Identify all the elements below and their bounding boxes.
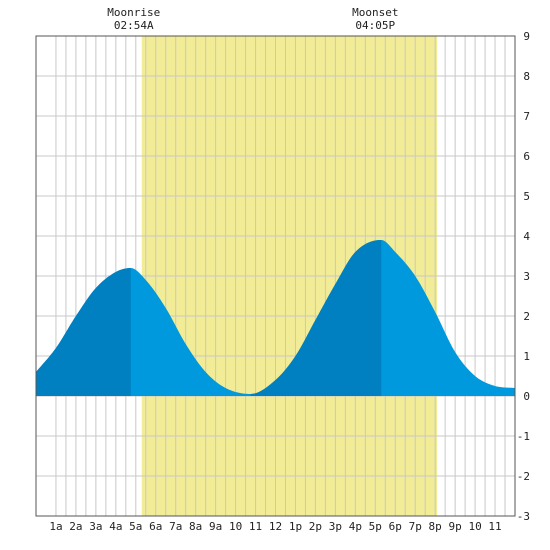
x-tick-label: 9a <box>209 520 222 533</box>
x-tick-label: 8a <box>189 520 202 533</box>
x-tick-label: 11 <box>249 520 262 533</box>
y-tick-label: -3 <box>517 510 530 523</box>
x-tick-label: 1p <box>289 520 302 533</box>
y-tick-label: 5 <box>523 190 530 203</box>
annotation-time: 02:54A <box>114 19 154 32</box>
x-tick-label: 2p <box>309 520 322 533</box>
y-tick-label: -1 <box>517 430 530 443</box>
x-tick-label: 6a <box>149 520 162 533</box>
x-tick-label: 8p <box>429 520 442 533</box>
plot-border <box>35 35 516 517</box>
x-tick-label: 9p <box>449 520 462 533</box>
x-tick-label: 10 <box>229 520 242 533</box>
y-tick-label: 8 <box>523 70 530 83</box>
plot-frame <box>35 35 516 517</box>
y-tick-labels: -3 -2 -1 0 1 2 3 4 5 6 7 8 9 <box>517 30 531 523</box>
y-tick-label: -2 <box>517 470 530 483</box>
x-tick-label: 3p <box>329 520 342 533</box>
x-tick-label: 4a <box>109 520 122 533</box>
y-tick-label: 0 <box>523 390 530 403</box>
tide-area-light <box>36 240 515 396</box>
x-tick-label: 5a <box>129 520 142 533</box>
y-tick-label: 4 <box>523 230 530 243</box>
x-tick-label: 4p <box>349 520 362 533</box>
y-tick-label: 7 <box>523 110 530 123</box>
y-tick-label: 9 <box>523 30 530 43</box>
y-tick-label: 1 <box>523 350 530 363</box>
x-tick-label: 7a <box>169 520 182 533</box>
x-tick-label: 2a <box>69 520 82 533</box>
x-tick-labels: 1a 2a 3a 4a 5a 6a 7a 8a 9a 10 11 12 1p 2p 3p 4p 5p 6p 7p 8p… <box>49 520 501 533</box>
annotation-title: Moonset <box>352 6 398 19</box>
y-tick-label: 6 <box>523 150 530 163</box>
x-tick-label: 5p <box>369 520 382 533</box>
annotation-time: 04:05P <box>355 19 395 32</box>
x-tick-label: 6p <box>389 520 402 533</box>
x-tick-label: 11 <box>488 520 501 533</box>
x-tick-label: 10 <box>468 520 481 533</box>
x-tick-label: 12 <box>269 520 282 533</box>
y-tick-label: 3 <box>523 270 530 283</box>
x-tick-label: 7p <box>409 520 422 533</box>
tide-area-dark <box>250 240 382 396</box>
y-tick-label: 2 <box>523 310 530 323</box>
annotation-title: Moonrise <box>107 6 160 19</box>
tide-area <box>36 240 515 396</box>
x-tick-label: 3a <box>89 520 102 533</box>
tide-area-dark <box>36 268 131 396</box>
x-tick-label: 1a <box>49 520 62 533</box>
